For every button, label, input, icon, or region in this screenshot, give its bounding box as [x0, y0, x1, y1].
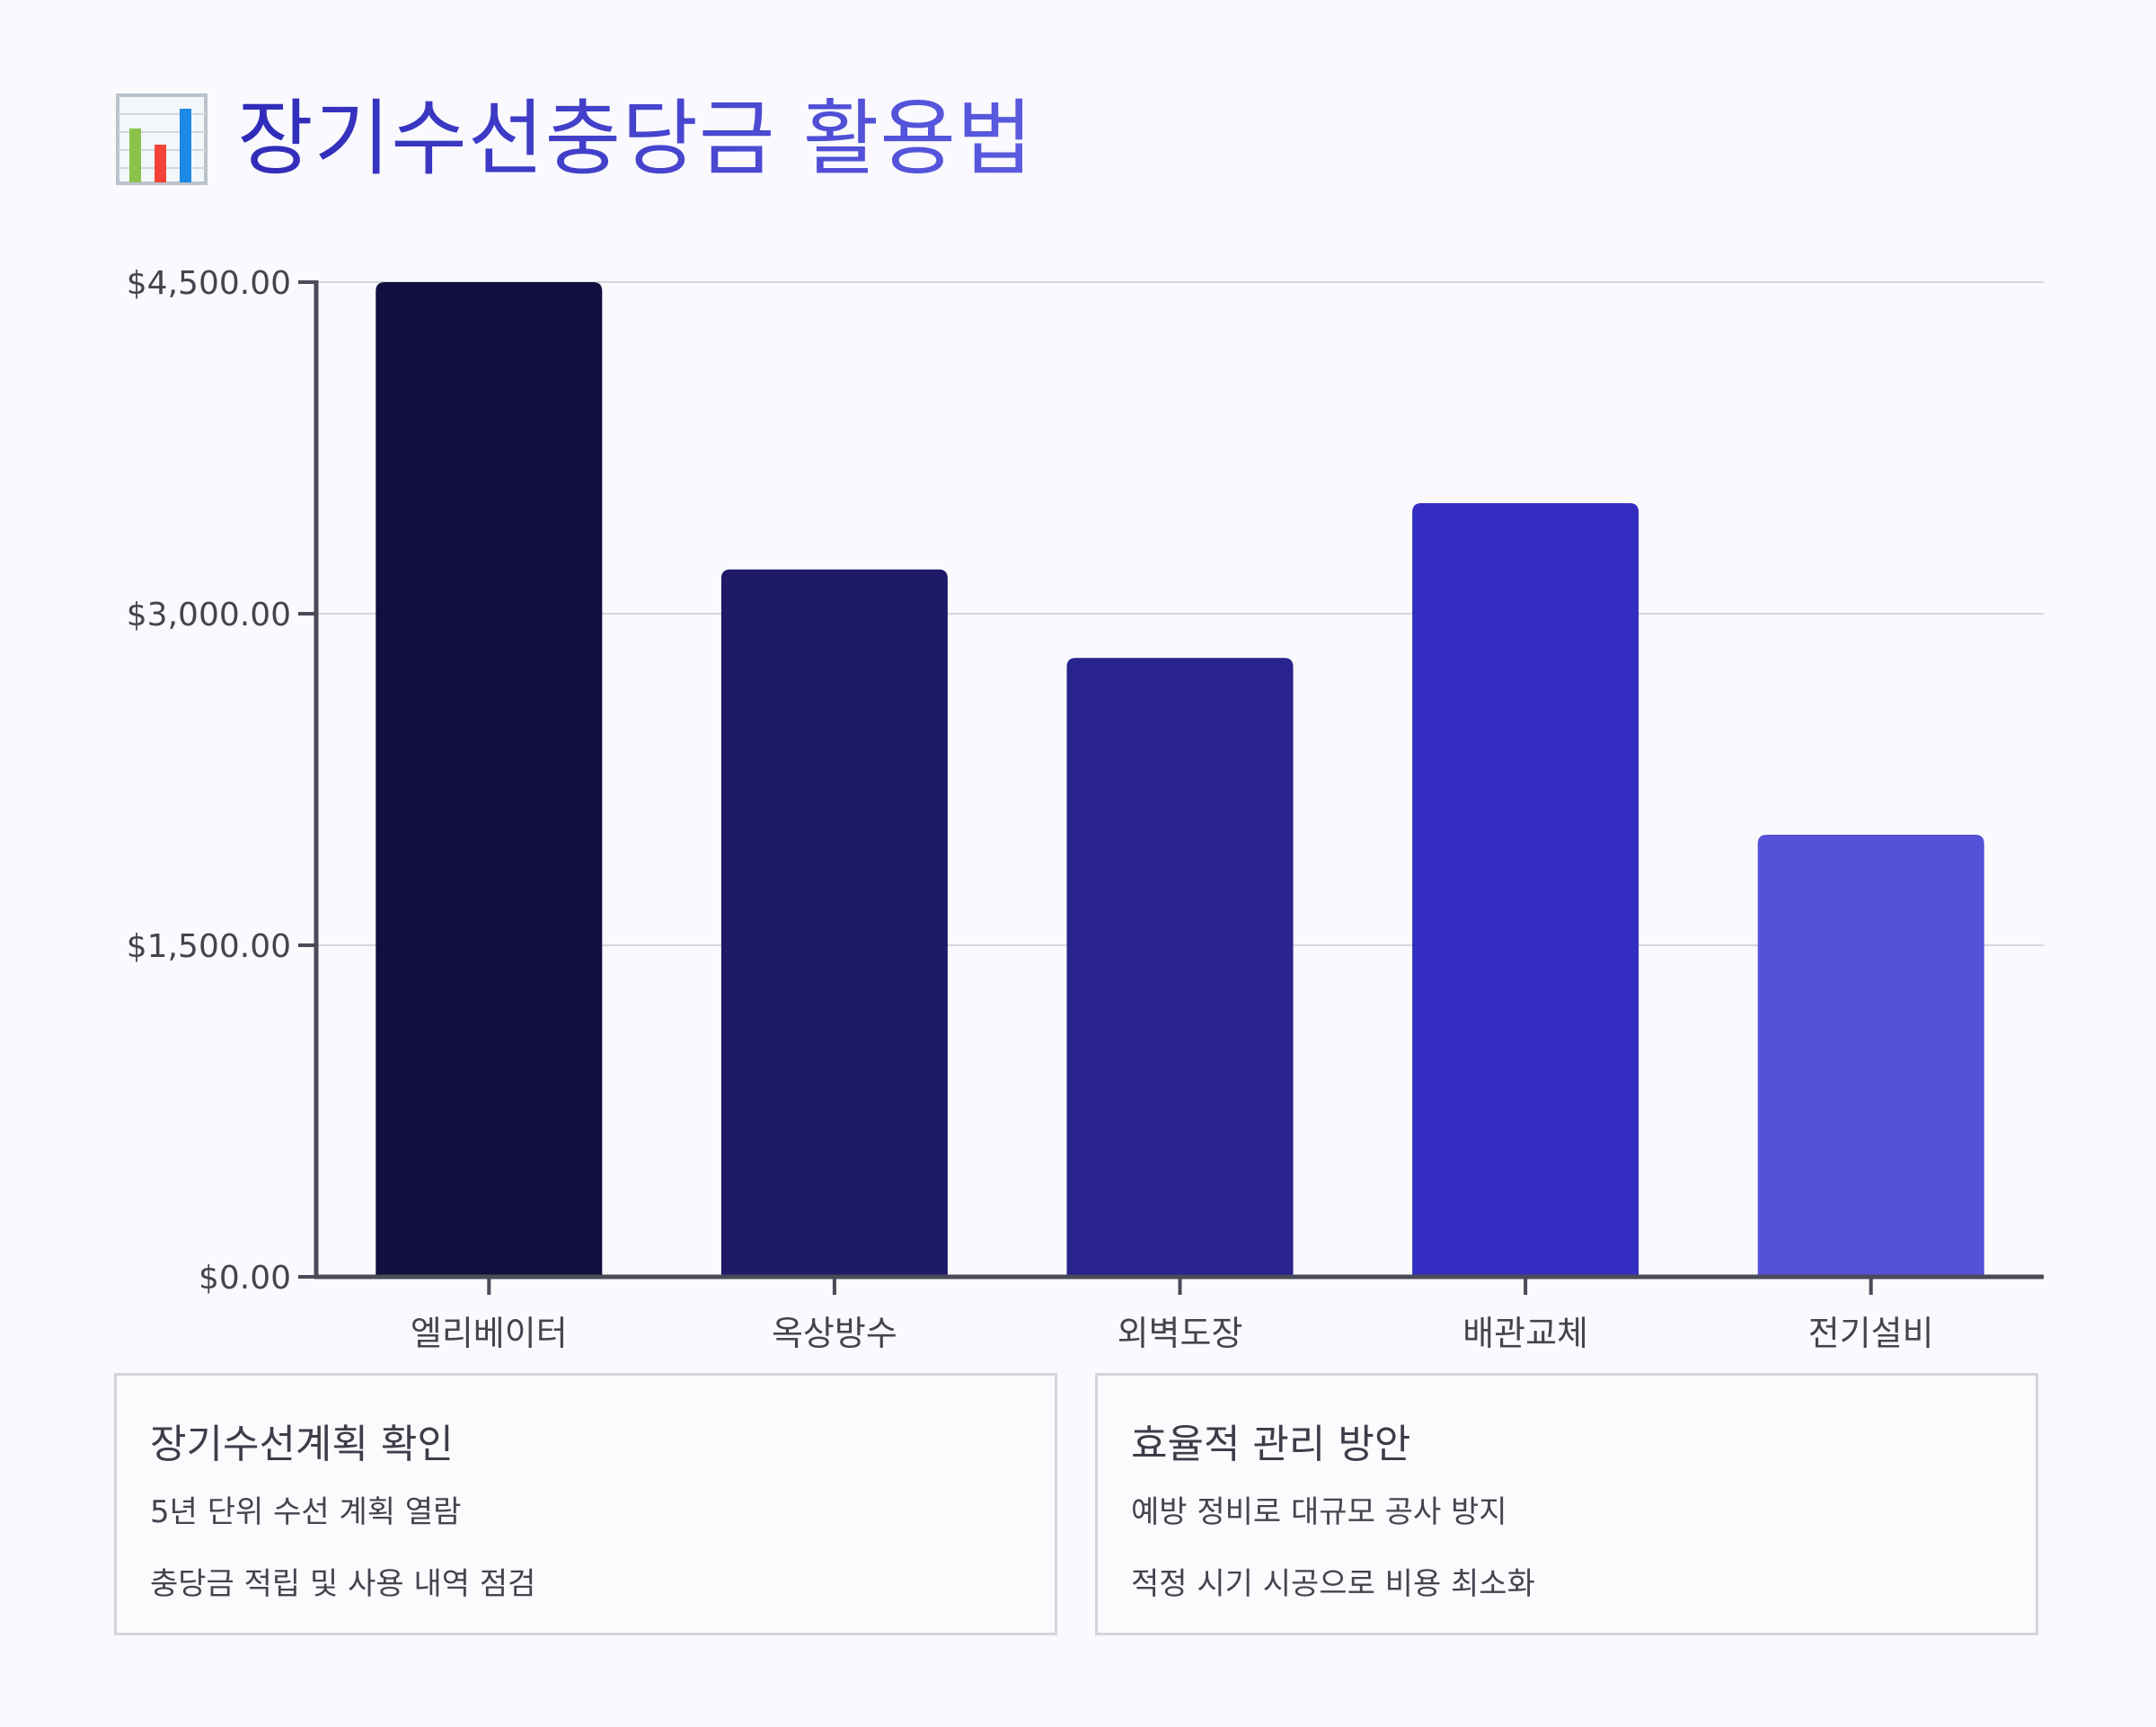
tick-labels: $0.00 $1,500.00 $3,000.00 $4,500.00 엘리베이터 옥상방…: [127, 265, 1934, 1348]
info-card-management: 효율적 관리 방안 예방 정비로 대규모 공사 방지 적정 시기 시공으로 비용…: [1095, 1373, 2038, 1635]
card-title: 효율적 관리 방안: [1131, 1421, 1411, 1467]
bar: [720, 569, 948, 1277]
x-tick-label: 전기설비: [1808, 1314, 1934, 1348]
bar: [1757, 835, 1984, 1277]
y-tick-label: $3,000.00: [127, 597, 291, 633]
x-tick-label: 배관교체: [1462, 1314, 1588, 1348]
card-line: 5년 단위 수선 계획 열람: [150, 1494, 462, 1530]
card-line: 적정 시기 시공으로 비용 최소화: [1131, 1566, 1535, 1602]
y-tick-label: $4,500.00: [127, 265, 291, 302]
x-tick-label: 옥상방수: [772, 1314, 897, 1348]
page-title: 장기수선충당금 활용법: [237, 91, 1034, 187]
axes: [298, 280, 2044, 1295]
y-tick-label: $1,500.00: [127, 928, 291, 965]
bar-chart-icon: [116, 93, 208, 185]
card-line: 충당금 적립 및 사용 내역 점검: [150, 1566, 536, 1602]
bars: [376, 282, 1984, 1277]
card-line: 예방 정비로 대규모 공사 방지: [1131, 1494, 1507, 1530]
x-tick-label: 외벽도장: [1118, 1314, 1243, 1348]
bar-chart: $0.00 $1,500.00 $3,000.00 $4,500.00 엘리베이터 옥상방…: [127, 265, 2044, 1348]
card-title: 장기수선계획 확인: [150, 1421, 454, 1467]
x-tick-label: 엘리베이터: [411, 1314, 568, 1348]
info-card-plan: 장기수선계획 확인 5년 단위 수선 계획 열람 충당금 적립 및 사용 내역 …: [114, 1373, 1057, 1635]
bar: [1412, 503, 1639, 1277]
bar: [376, 282, 603, 1277]
y-tick-label: $0.00: [199, 1260, 291, 1297]
header: 장기수선충당금 활용법: [115, 85, 1034, 193]
bar: [1066, 658, 1294, 1277]
